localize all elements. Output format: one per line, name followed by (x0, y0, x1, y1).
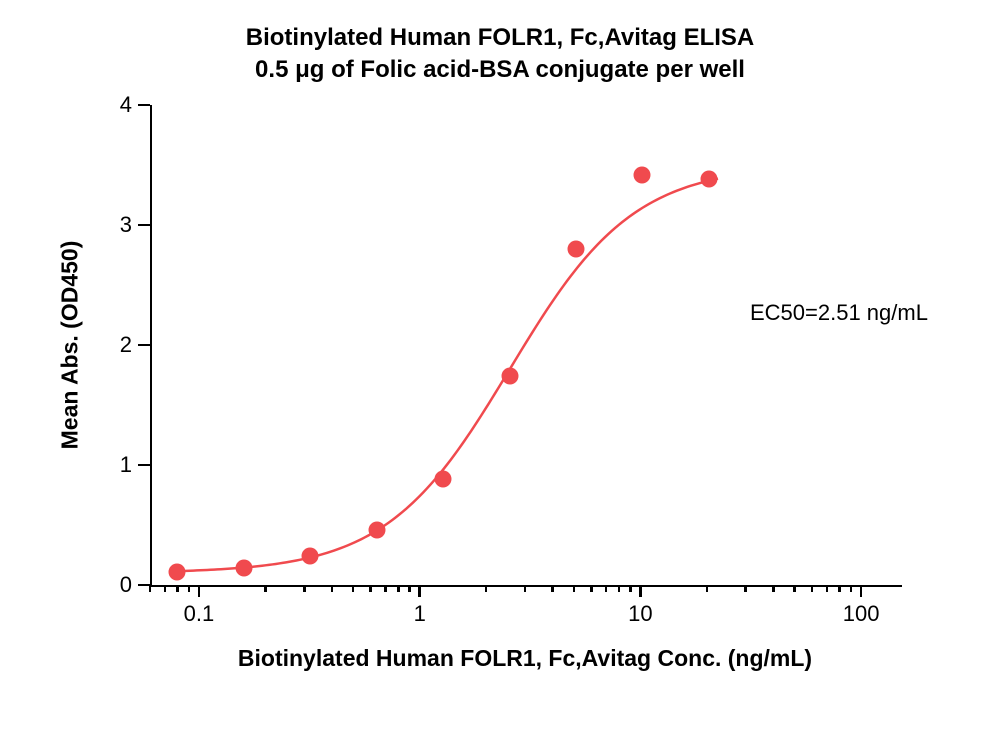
y-tick (138, 104, 150, 107)
x-tick-minor (590, 585, 593, 592)
data-point (235, 560, 252, 577)
x-tick-minor (629, 585, 632, 592)
data-point (634, 166, 651, 183)
ec50-annotation: EC50=2.51 ng/mL (750, 300, 928, 326)
y-tick (138, 344, 150, 347)
x-tick-minor (384, 585, 387, 592)
x-tick-minor (772, 585, 775, 592)
x-tick-label: 10 (628, 601, 652, 627)
x-tick-major (418, 585, 421, 597)
x-axis-label: Biotinylated Human FOLR1, Fc,Avitag Conc… (238, 645, 812, 672)
x-tick-minor (826, 585, 829, 592)
data-point (435, 471, 452, 488)
x-tick-minor (811, 585, 814, 592)
x-tick-minor (744, 585, 747, 592)
x-tick-minor (524, 585, 527, 592)
x-tick-label: 1 (414, 601, 426, 627)
x-tick-minor (303, 585, 306, 592)
x-tick-minor (850, 585, 853, 592)
fit-curve (152, 105, 902, 585)
x-tick-minor (188, 585, 191, 592)
y-tick-label: 3 (108, 212, 132, 238)
x-tick-minor (605, 585, 608, 592)
x-tick-minor (573, 585, 576, 592)
x-tick-minor (331, 585, 334, 592)
chart-canvas: Biotinylated Human FOLR1, Fc,Avitag ELIS… (0, 0, 1000, 752)
y-tick-label: 1 (108, 452, 132, 478)
x-tick-minor (618, 585, 621, 592)
x-tick-minor (352, 585, 355, 592)
x-tick-minor (164, 585, 167, 592)
x-tick-label: 0.1 (184, 601, 215, 627)
x-tick-minor (149, 585, 152, 592)
data-point (169, 563, 186, 580)
x-tick-minor (176, 585, 179, 592)
x-tick-minor (793, 585, 796, 592)
x-tick-major (198, 585, 201, 597)
chart-title-line2: 0.5 μg of Folic acid-BSA conjugate per w… (0, 56, 1000, 84)
data-point (567, 241, 584, 258)
fit-curve-path (169, 179, 718, 572)
x-tick-minor (551, 585, 554, 592)
y-tick-label: 0 (108, 572, 132, 598)
x-tick-minor (397, 585, 400, 592)
data-point (700, 171, 717, 188)
data-point (368, 521, 385, 538)
x-tick-minor (838, 585, 841, 592)
data-point (501, 368, 518, 385)
x-tick-major (639, 585, 642, 597)
y-tick (138, 224, 150, 227)
x-tick-minor (706, 585, 709, 592)
x-tick-major (860, 585, 863, 597)
x-tick-label: 100 (843, 601, 880, 627)
y-axis-label: Mean Abs. (OD450) (57, 241, 84, 450)
plot-area (150, 105, 902, 587)
x-tick-minor (408, 585, 411, 592)
chart-title-line1: Biotinylated Human FOLR1, Fc,Avitag ELIS… (0, 24, 1000, 52)
x-tick-minor (369, 585, 372, 592)
y-tick (138, 464, 150, 467)
x-tick-minor (485, 585, 488, 592)
x-tick-minor (264, 585, 267, 592)
y-tick-label: 2 (108, 332, 132, 358)
data-point (302, 548, 319, 565)
y-tick-label: 4 (108, 92, 132, 118)
